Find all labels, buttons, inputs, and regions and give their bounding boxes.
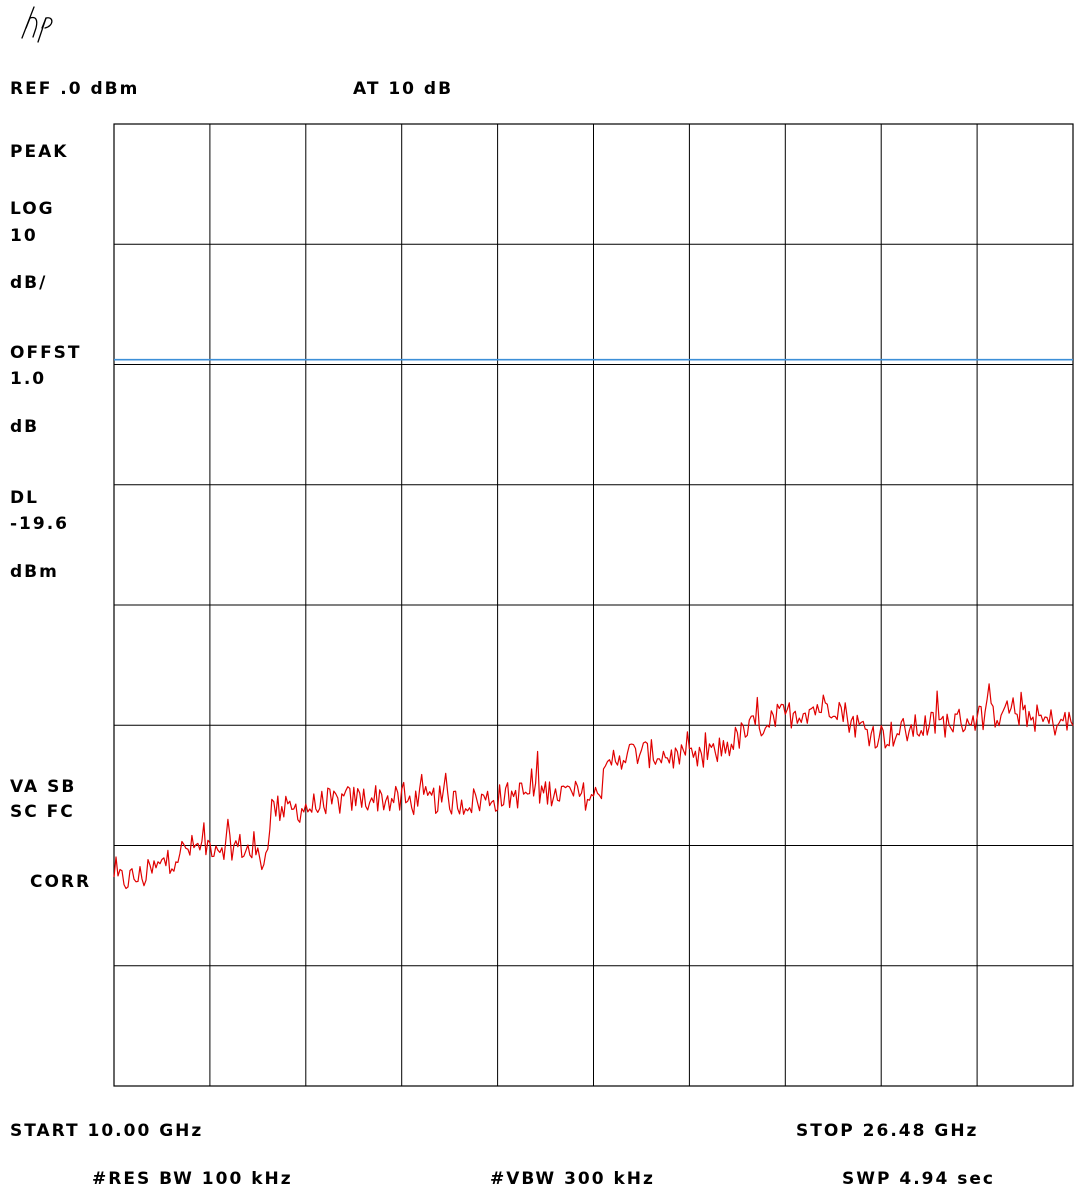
sweep-time: SWP 4.94 sec [842, 1169, 995, 1189]
correction-label: CORR [30, 872, 92, 892]
offset-value: 1.0 [10, 369, 47, 389]
hp-logo-icon [21, 6, 53, 43]
status-line-1: VA SB [10, 777, 77, 797]
attenuation: AT 10 dB [353, 79, 454, 99]
scale-unit-label: dB/ [10, 273, 48, 293]
detector-label: PEAK [10, 142, 69, 162]
scale-type-label: LOG [10, 199, 55, 219]
display-line-unit: dBm [10, 562, 59, 582]
offset-unit: dB [10, 417, 40, 437]
scale-value-label: 10 [10, 226, 38, 246]
offset-label: OFFST [10, 343, 82, 363]
grid [113, 123, 1074, 1087]
display-line-label: DL [10, 488, 39, 508]
resolution-bandwidth: #RES BW 100 kHz [92, 1169, 293, 1189]
ref-level: REF .0 dBm [10, 79, 140, 99]
trace-group [113, 683, 1074, 890]
stop-frequency: STOP 26.48 GHz [796, 1121, 979, 1141]
display-line-value: -19.6 [10, 514, 69, 534]
start-frequency: START 10.00 GHz [10, 1121, 204, 1141]
video-bandwidth: #VBW 300 kHz [490, 1169, 655, 1189]
status-line-2: SC FC [10, 802, 75, 822]
spectrum-trace [113, 683, 1074, 890]
